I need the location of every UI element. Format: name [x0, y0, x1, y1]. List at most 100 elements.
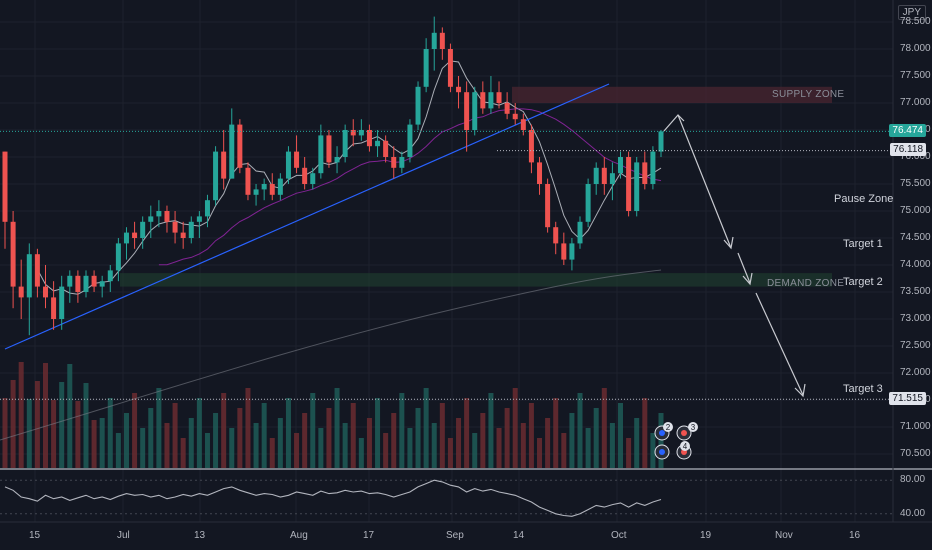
volume-bar [148, 408, 154, 468]
volume-bar [561, 433, 567, 468]
candle-body [229, 124, 235, 179]
projection-arrow [742, 272, 753, 286]
candle-body [42, 286, 48, 298]
volume-bar [464, 398, 470, 468]
volume-bar [294, 433, 300, 468]
candle-body [472, 92, 478, 130]
ma-short-line [36, 60, 662, 295]
candle-body [172, 221, 178, 233]
candle-body [261, 184, 267, 190]
time-tick-label: Nov [775, 530, 793, 541]
time-tick-label: Jul [117, 530, 130, 541]
volume-bar [366, 418, 372, 468]
volume-bar [18, 362, 24, 468]
event-count-badge [688, 422, 698, 432]
event-count: 2 [666, 423, 671, 432]
volume-bar [342, 423, 348, 468]
volume-bar [229, 428, 235, 468]
price-tick-label: 76.000 [900, 151, 931, 162]
volume-bar [91, 420, 97, 468]
price-tick-label: 73.500 [900, 286, 931, 297]
time-tick-label: Oct [611, 530, 627, 541]
volume-bar [545, 418, 551, 468]
candle-body [67, 275, 73, 287]
candle-body [375, 140, 381, 147]
volume-bar [59, 382, 65, 468]
volume-bar [585, 428, 591, 468]
candle-body [609, 173, 615, 184]
volume-bar [164, 423, 170, 468]
volume-bar [399, 393, 405, 468]
candle-body [34, 254, 40, 287]
oscillator-line [4, 479, 662, 517]
event-icon [659, 449, 665, 455]
target2-label: Target 2 [843, 276, 883, 288]
volume-bar [634, 418, 640, 468]
price-tick-label: 72.500 [900, 340, 931, 351]
projection-arrow [737, 252, 751, 284]
time-tick-label: 19 [700, 530, 712, 541]
volume-bar [188, 418, 194, 468]
currency-badge[interactable]: JPY [897, 5, 926, 20]
candle-body [585, 184, 591, 222]
candle-body [26, 254, 32, 298]
time-tick-label: Aug [290, 530, 308, 541]
volume-bar [285, 398, 291, 468]
candle-body [488, 92, 494, 109]
time-tick-label: 13 [194, 530, 206, 541]
volume-bar [140, 428, 146, 468]
candle-body [132, 232, 138, 238]
volume-bar [431, 423, 437, 468]
time-tick-label: Sep [446, 530, 464, 541]
price-tick-label: 77.000 [900, 97, 931, 108]
candle-body [51, 297, 57, 319]
candle-body [350, 130, 356, 136]
volume-bar [123, 413, 129, 468]
candle-body [391, 157, 397, 168]
volume-bar [358, 438, 364, 468]
price-tick-label: 70.500 [900, 448, 931, 459]
volume-bar [504, 408, 510, 468]
candle-body [593, 167, 599, 184]
event-count: 4 [683, 442, 688, 451]
volume-bar [310, 393, 316, 468]
candle-body [99, 281, 105, 287]
projection-arrow [755, 292, 804, 396]
candle-body [204, 200, 210, 217]
candle-body [650, 151, 656, 184]
candle-body [196, 216, 202, 222]
volume-bar [172, 403, 178, 468]
volume-bar [488, 393, 494, 468]
volume-bar [496, 428, 502, 468]
volume-bar [439, 403, 445, 468]
candle-body [358, 130, 364, 136]
price-tick-label: 74.000 [900, 259, 931, 270]
volume-bar [99, 418, 105, 468]
volume-bar [277, 418, 283, 468]
volume-bar [221, 393, 227, 468]
candle-body [294, 151, 300, 168]
candle-body [10, 221, 16, 287]
volume-bar [237, 408, 243, 468]
candle-body [658, 131, 664, 152]
price-tick-label: 78.500 [900, 16, 931, 27]
time-tick-label: 16 [849, 530, 861, 541]
candle-body [180, 232, 186, 238]
supply-zone-label: SUPPLY ZONE [772, 89, 845, 100]
candle-body [561, 243, 567, 260]
candle-body [285, 151, 291, 179]
candle-body [569, 243, 575, 260]
candle-body [213, 151, 219, 201]
volume-bar [269, 438, 275, 468]
volume-bar [132, 393, 138, 468]
volume-bar [196, 398, 202, 468]
trendline [4, 83, 610, 350]
volume-bar [334, 388, 340, 468]
candle-body [439, 32, 445, 49]
volume-bar [577, 393, 583, 468]
volume-bar [642, 398, 648, 468]
candle-body [537, 162, 543, 184]
candle-body [140, 221, 146, 238]
candle-body [634, 162, 640, 211]
